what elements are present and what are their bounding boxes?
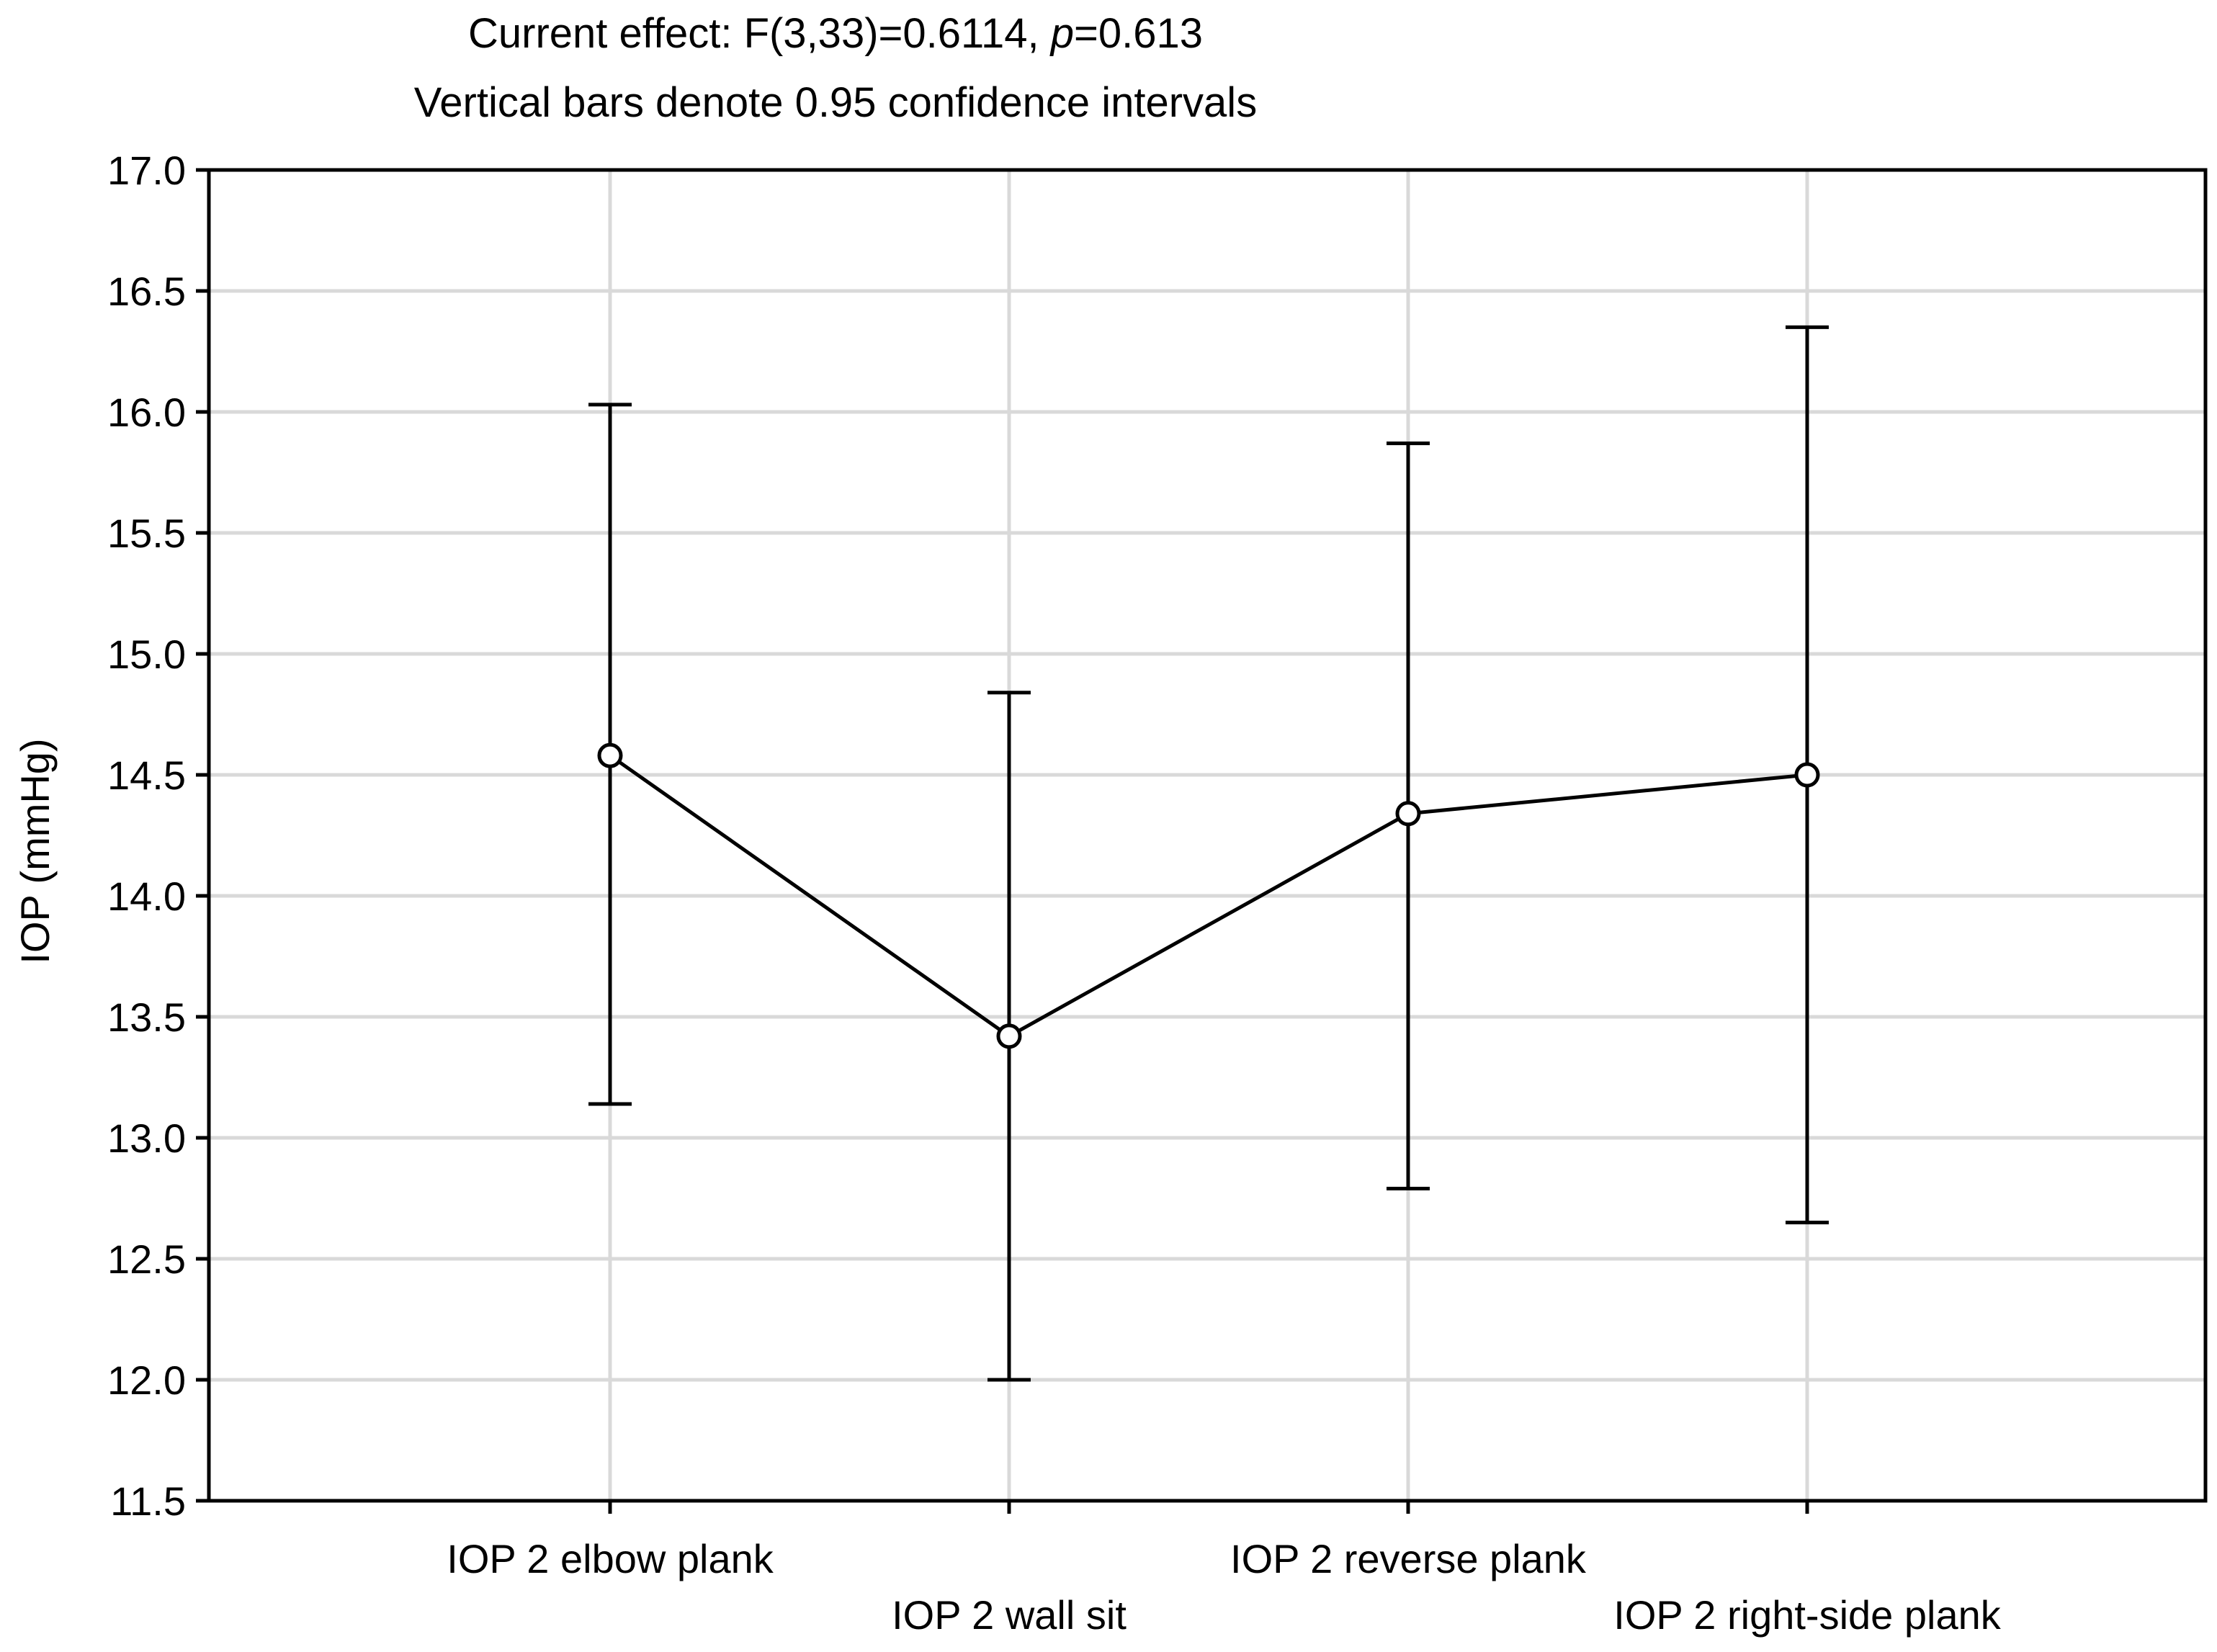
y-tick-label: 15.5 <box>107 511 186 556</box>
y-tick-label: 11.5 <box>110 1478 186 1524</box>
data-point-3 <box>1794 762 1820 788</box>
y-tick-label: 12.0 <box>107 1357 186 1403</box>
x-tick-label: IOP 2 right-side plank <box>1613 1592 2001 1638</box>
data-point-1 <box>996 1023 1022 1049</box>
y-axis-label: IOP (mmHg) <box>12 738 58 964</box>
x-tick-label: IOP 2 wall sit <box>892 1592 1127 1638</box>
data-point-0 <box>597 742 623 768</box>
plot-frame <box>207 168 2208 1503</box>
y-tick-label: 15.0 <box>107 632 186 677</box>
chart-title-line-1: Current effect: F(3,33)=0.6114, p=0.613 <box>468 10 1203 57</box>
y-tick-label: 16.5 <box>107 269 186 314</box>
y-tick-label: 14.5 <box>107 753 186 798</box>
series-line-iop <box>609 754 1808 1038</box>
x-tick-label: IOP 2 elbow plank <box>447 1536 774 1581</box>
y-tick-label: 13.0 <box>107 1115 186 1161</box>
data-point-2 <box>1395 801 1421 827</box>
y-tick-label: 12.5 <box>107 1236 186 1282</box>
axis-ticks: 11.5 12.0 12.5 13.0 13.5 14.0 14.5 15.0 15.5 16.0… <box>107 148 2002 1638</box>
y-tick-label: 16.0 <box>107 390 186 435</box>
y-tick-label: 17.0 <box>107 148 186 193</box>
y-tick-label: 14.0 <box>107 874 186 919</box>
y-tick-label: 13.5 <box>107 995 186 1040</box>
chart-title-line-2: Vertical bars denote 0.95 confidence int… <box>414 79 1257 126</box>
x-tick-label: IOP 2 reverse plank <box>1230 1536 1587 1581</box>
axes-frame <box>207 168 2208 1503</box>
series-layer <box>588 325 1829 1382</box>
